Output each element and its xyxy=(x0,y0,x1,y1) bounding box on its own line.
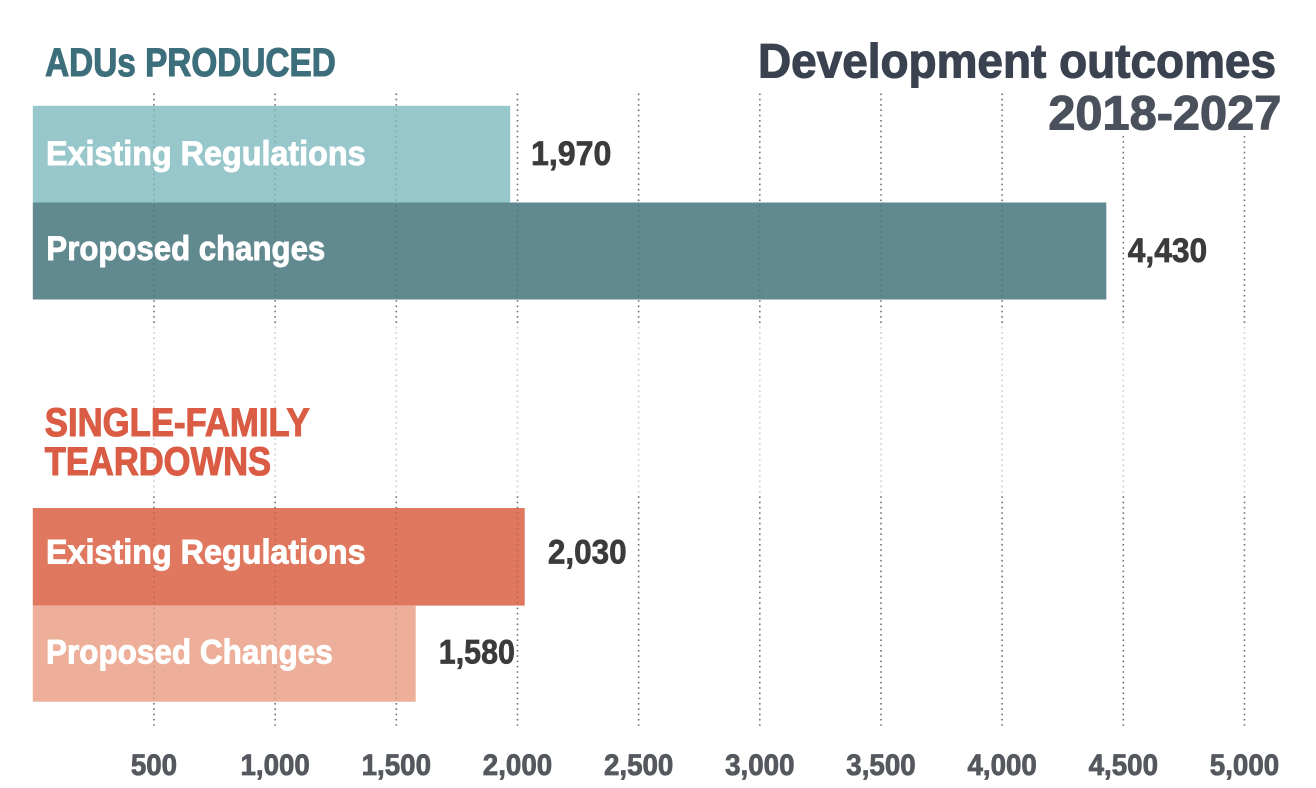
svg-text:Proposed Changes: Proposed Changes xyxy=(46,632,333,670)
svg-text:5,000: 5,000 xyxy=(1210,749,1279,782)
svg-text:Existing Regulations: Existing Regulations xyxy=(46,534,366,572)
svg-text:2,000: 2,000 xyxy=(483,749,552,782)
svg-text:1,580: 1,580 xyxy=(439,633,515,671)
svg-text:500: 500 xyxy=(131,749,177,782)
svg-text:1,500: 1,500 xyxy=(362,749,431,782)
svg-text:SINGLE-FAMILY: SINGLE-FAMILY xyxy=(45,400,310,445)
svg-text:1,000: 1,000 xyxy=(240,749,309,782)
svg-text:ADUs PRODUCED: ADUs PRODUCED xyxy=(45,40,336,84)
svg-text:2,030: 2,030 xyxy=(548,532,627,571)
svg-text:4,500: 4,500 xyxy=(1089,749,1158,782)
svg-text:TEARDOWNS: TEARDOWNS xyxy=(45,439,271,484)
svg-text:Development outcomes: Development outcomes xyxy=(758,33,1276,87)
svg-text:2018-2027: 2018-2027 xyxy=(1048,87,1281,141)
svg-text:4,000: 4,000 xyxy=(967,749,1036,782)
svg-text:Existing Regulations: Existing Regulations xyxy=(46,135,366,173)
svg-text:3,000: 3,000 xyxy=(725,749,794,782)
svg-text:Proposed changes: Proposed changes xyxy=(46,229,325,268)
svg-text:2,500: 2,500 xyxy=(604,749,673,782)
svg-text:1,970: 1,970 xyxy=(531,135,611,173)
svg-text:4,430: 4,430 xyxy=(1128,232,1208,270)
svg-text:3,500: 3,500 xyxy=(846,749,915,782)
